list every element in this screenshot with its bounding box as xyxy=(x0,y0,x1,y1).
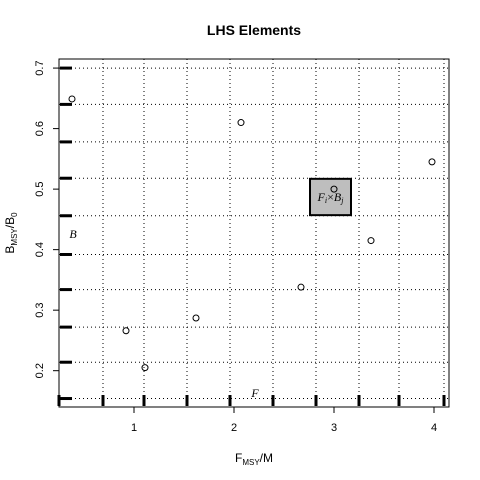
plot-frame xyxy=(58,58,450,408)
data-point xyxy=(297,283,305,291)
y-tick-label: 0.6 xyxy=(34,121,46,136)
x-tick-label: 1 xyxy=(131,422,137,434)
data-point xyxy=(68,95,76,103)
y-tick-label: 0.2 xyxy=(34,363,46,378)
x-margin-label: F xyxy=(250,386,259,400)
data-points xyxy=(68,95,436,372)
x-tick-label: 2 xyxy=(231,422,237,434)
y-axis-label: BMSY/B0 xyxy=(3,212,19,254)
x-axis: 1 2 3 4 xyxy=(131,407,437,434)
cell-label: Fi×Bj xyxy=(317,190,345,205)
data-point xyxy=(141,364,149,372)
y-axis: 0.2 0.3 0.4 0.5 0.6 0.7 xyxy=(34,60,59,378)
highlight-cell-rect xyxy=(309,177,352,217)
data-point xyxy=(237,119,245,127)
y-tick-label: 0.7 xyxy=(34,60,46,75)
lhs-rug-marks xyxy=(57,66,446,406)
data-point xyxy=(122,327,130,335)
highlight-cell xyxy=(309,177,352,217)
grid-lines xyxy=(58,59,449,407)
data-point xyxy=(367,237,375,245)
x-tick-label: 4 xyxy=(431,422,437,434)
data-point xyxy=(330,185,338,193)
x-tick-label: 3 xyxy=(331,422,337,434)
chart-title: LHS Elements xyxy=(207,22,301,38)
x-axis-label: FMSY/M xyxy=(235,451,273,467)
y-tick-label: 0.5 xyxy=(34,181,46,196)
data-point xyxy=(192,314,200,322)
y-tick-label: 0.3 xyxy=(34,303,46,318)
y-tick-label: 0.4 xyxy=(34,242,46,257)
data-point xyxy=(428,158,436,166)
y-margin-label: B xyxy=(69,227,77,241)
